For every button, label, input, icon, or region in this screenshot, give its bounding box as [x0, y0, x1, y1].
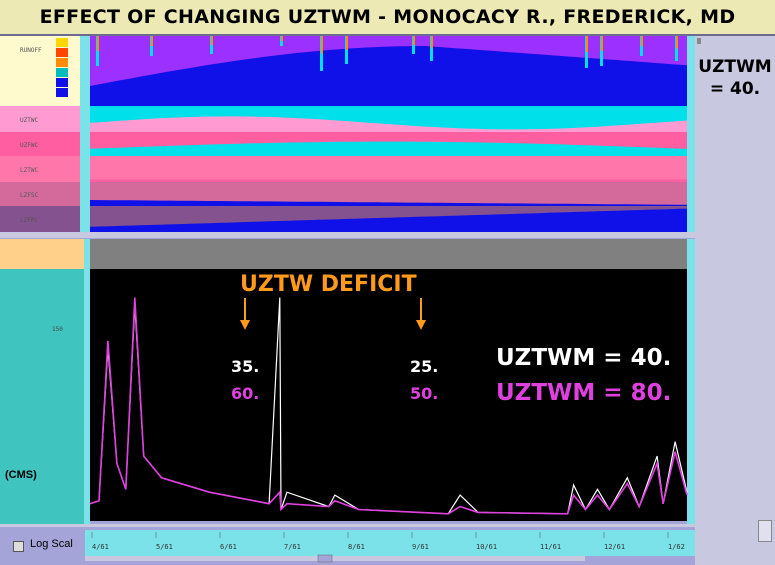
scroll-handle-right[interactable] — [758, 520, 772, 542]
title-bar: EFFECT OF CHANGING UZTWM - MONOCACY R., … — [0, 0, 775, 36]
row-label-bg-5 — [0, 206, 80, 232]
state-row-fill-1 — [90, 141, 687, 156]
runoff-spike-top-1 — [151, 36, 153, 46]
state-row-fill-0 — [90, 116, 687, 132]
annotation-title: UZTW DEFICIT — [240, 272, 417, 297]
log-scale-label: Log Scal — [30, 538, 73, 550]
runoff-primary-fill — [90, 46, 687, 106]
deficit-arrow-head-0 — [240, 320, 250, 330]
legend-uztwm-40: UZTWM = 40. — [496, 345, 672, 371]
row-label-bg-3 — [0, 156, 80, 182]
y-unit-label: (CMS) — [5, 469, 37, 481]
row-label-bg-4 — [0, 182, 80, 206]
x-tick-4: 8/61 — [348, 543, 365, 551]
runoff-spike-top-3 — [281, 36, 283, 41]
runoff-spike-top-7 — [431, 36, 433, 49]
x-tick-8: 12/61 — [604, 543, 625, 551]
deficit-1-a: 35. — [231, 357, 260, 376]
uztwm-side-label-line2: = 40. — [709, 79, 761, 99]
runoff-spike-top-9 — [601, 36, 603, 51]
legend-uztwm-80: UZTWM = 80. — [496, 380, 672, 406]
runoff-spike-top-4 — [321, 36, 323, 54]
x-tick-5: 9/61 — [412, 543, 429, 551]
runoff-spike-top-5 — [346, 36, 348, 50]
flow-lines — [89, 297, 688, 515]
x-axis-ticks: 4/61 5/61 6/61 7/61 8/61 9/61 10/61 11/61 12/61 1… — [91, 532, 685, 551]
x-tick-3: 7/61 — [284, 543, 301, 551]
row-label-4: LZFSC — [20, 192, 38, 199]
runoff-legend-swatch-4 — [56, 78, 68, 87]
x-tick-1: 5/61 — [156, 543, 173, 551]
state-row-fill-3 — [90, 200, 687, 206]
state-row-fill-2 — [90, 179, 687, 182]
x-tick-0: 4/61 — [92, 543, 109, 551]
x-tick-7: 11/61 — [540, 543, 561, 551]
runoff-spike-top-8 — [586, 36, 588, 52]
log-scale-checkbox[interactable] — [13, 541, 24, 552]
deficit-arrow-head-1 — [416, 320, 426, 330]
runoff-legend-swatch-1 — [56, 48, 68, 57]
y-tick-label: 150 — [52, 326, 63, 333]
uztwm-side-label-line1: UZTWM — [698, 57, 772, 77]
row-label-0: RUNOFF — [20, 47, 42, 54]
row-label-2: UZFWC — [20, 142, 38, 149]
row-label-5: LZFPC — [20, 217, 38, 224]
series-line-1 — [89, 297, 688, 515]
x-tick-9: 1/62 — [668, 543, 685, 551]
top-label-column: RUNOFF UZTWC UZFWC LZTWC LZFSC LZFPC — [0, 36, 80, 232]
state-row-2 — [90, 156, 687, 182]
chart-canvas: RUNOFF UZTWC UZFWC LZTWC LZFSC LZFPC 4/61 5/61… — [0, 36, 775, 565]
x-tick-2: 6/61 — [220, 543, 237, 551]
runoff-spike-top-11 — [676, 36, 678, 49]
row-label-3: LZTWC — [20, 167, 38, 174]
state-row-fill-4 — [90, 208, 687, 232]
runoff-area — [90, 36, 687, 106]
runoff-legend-swatch-0 — [56, 38, 68, 47]
runoff-spike-top-2 — [211, 36, 213, 45]
runoff-spike-top-0 — [97, 36, 99, 51]
uztwm-side-label: UZTWM = 40. — [697, 56, 773, 100]
deficit-2-a: 25. — [410, 357, 439, 376]
x-tick-6: 10/61 — [476, 543, 497, 551]
state-rows — [90, 106, 687, 232]
runoff-legend-swatch-3 — [56, 68, 68, 77]
runoff-legend-swatch-2 — [56, 58, 68, 67]
resize-handle-top[interactable] — [697, 38, 701, 44]
runoff-legend-swatch-5 — [56, 88, 68, 97]
chart-title: EFFECT OF CHANGING UZTWM - MONOCACY R., … — [39, 6, 736, 28]
runoff-spike-top-10 — [641, 36, 643, 46]
row-label-bg-2 — [0, 132, 80, 156]
row-label-bg-1 — [0, 106, 80, 132]
runoff-spike-top-6 — [413, 36, 415, 45]
row-label-1: UZTWC — [20, 117, 38, 124]
deficit-1-b: 60. — [231, 384, 260, 403]
deficit-2-b: 50. — [410, 384, 439, 403]
